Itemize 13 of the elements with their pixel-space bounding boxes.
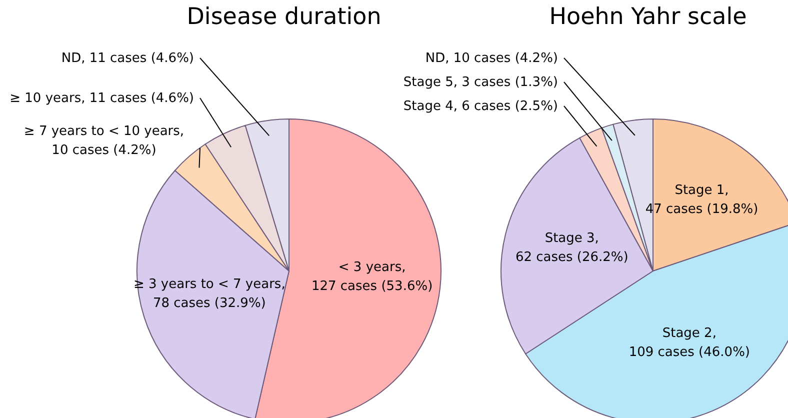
slice-label: Stage 1, 47 cases (19.8%) (644, 182, 760, 220)
slice-label: ≥ 7 years to < 10 years, 10 cases (4.2%) (22, 123, 186, 160)
slice-label: < 3 years, 127 cases (53.6%) (311, 260, 433, 294)
slice-label: Stage 5, 3 cases (1.3%) (402, 74, 558, 92)
slice-label: ND, 11 cases (4.6%) (60, 50, 194, 68)
chart-title: Hoehn Yahr scale (548, 4, 748, 30)
slice-label: Stage 4, 6 cases (2.5%) (402, 98, 558, 116)
slice-label: Stage 2, 109 cases (46.0%) (628, 325, 751, 362)
slice-label: ≥ 3 years to < 7 years, 78 cases (32.9%) (133, 276, 286, 311)
slice-label: ND, 10 cases (4.2%) (424, 50, 558, 68)
chart-title: Disease duration (186, 4, 382, 30)
slice-label: Stage 3, 62 cases (26.2%) (514, 230, 630, 267)
slice-label: ≥ 10 years, 11 cases (4.6%) (8, 90, 194, 108)
